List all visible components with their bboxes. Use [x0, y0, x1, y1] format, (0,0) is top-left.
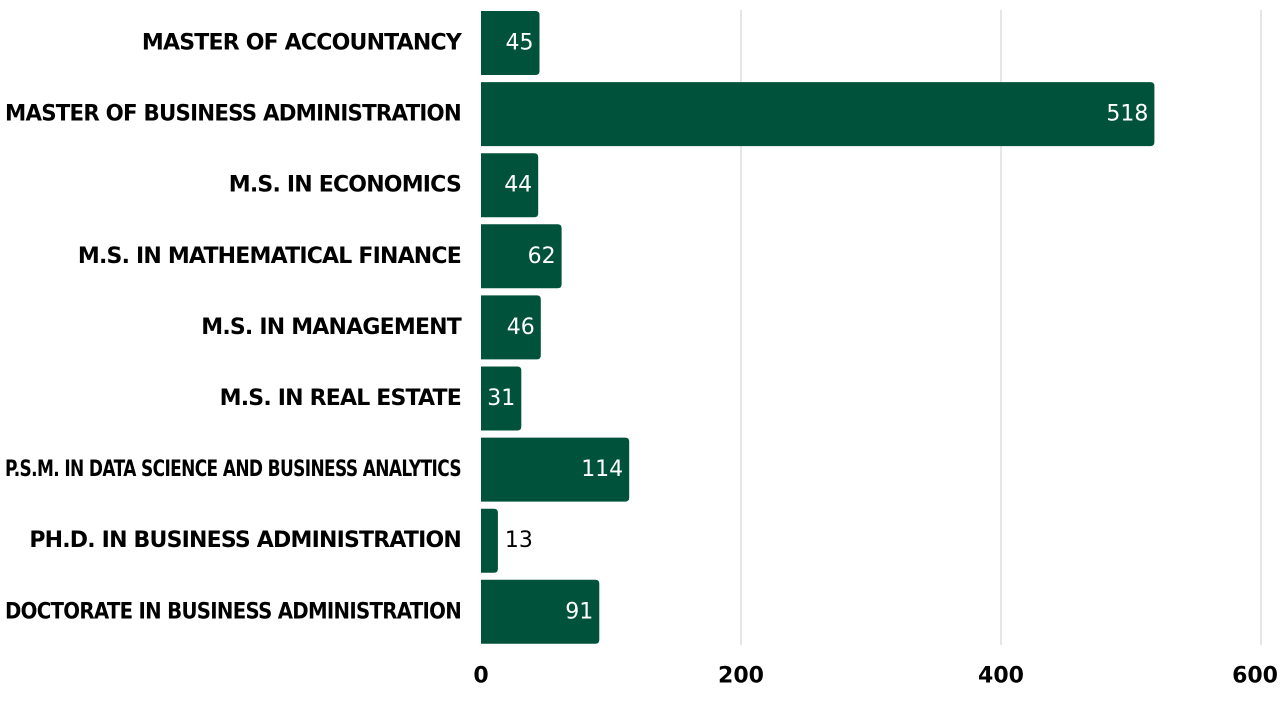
bar: [481, 437, 630, 502]
bar: [481, 366, 522, 431]
value-label: 46: [507, 315, 535, 340]
category-label: M.S. IN MATHEMATICAL FINANCE: [78, 244, 461, 269]
value-label: 62: [528, 244, 556, 269]
value-label: 114: [581, 457, 623, 482]
bar: [481, 82, 1155, 147]
x-tick-label: 0: [473, 664, 488, 689]
category-labels: MASTER OF ACCOUNTANCY MASTER OF BUSINESS …: [5, 31, 464, 625]
x-tick-label: 600: [1232, 664, 1278, 689]
x-tick-label: 400: [978, 664, 1024, 689]
bar: [481, 153, 539, 218]
bar-layer: [481, 11, 1155, 644]
category-label: DOCTORATE IN BUSINESS ADMINISTRATION: [5, 599, 461, 624]
value-label: 13: [505, 528, 533, 553]
category-label: P.S.M. IN DATA SCIENCE AND BUSINESS ANAL…: [5, 457, 461, 482]
x-tick-label: 200: [718, 664, 764, 689]
value-labels: 45 518 44 62 46 31 114 13 91: [487, 31, 1148, 625]
x-axis-ticks: 0 200 400 600: [473, 664, 1278, 689]
bar: [481, 579, 600, 644]
category-label: M.S. IN REAL ESTATE: [220, 386, 461, 411]
value-label: 518: [1106, 102, 1148, 127]
category-label: MASTER OF ACCOUNTANCY: [142, 31, 463, 56]
category-label: M.S. IN MANAGEMENT: [201, 315, 462, 340]
bar: [481, 224, 562, 289]
value-label: 31: [487, 386, 515, 411]
category-label: M.S. IN ECONOMICS: [229, 173, 461, 198]
category-label: PH.D. IN BUSINESS ADMINISTRATION: [29, 528, 461, 553]
value-label: 45: [506, 31, 534, 56]
bar: [481, 295, 541, 360]
value-label: 91: [565, 599, 593, 624]
bar: [481, 11, 540, 75]
category-label: MASTER OF BUSINESS ADMINISTRATION: [5, 102, 461, 127]
bar: [481, 508, 498, 573]
value-label: 44: [504, 173, 532, 198]
